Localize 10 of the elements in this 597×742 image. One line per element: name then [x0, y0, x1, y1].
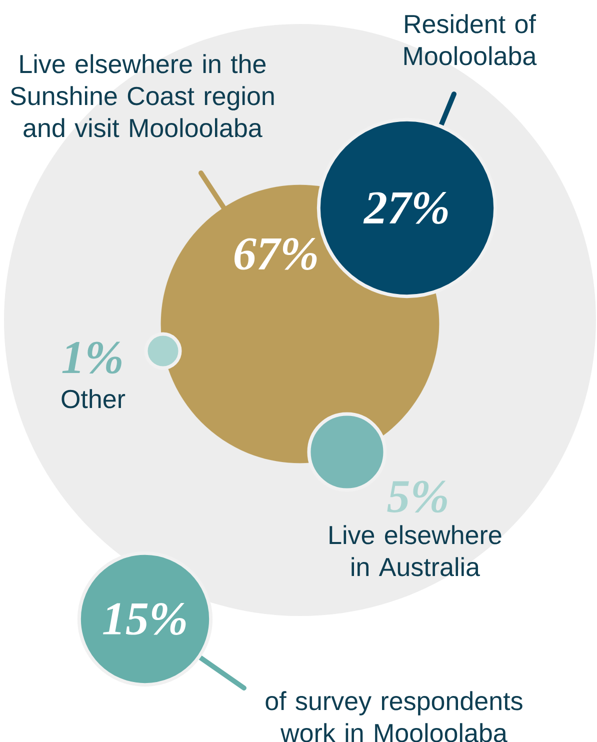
category-label: Resident of Mooloolaba [404, 14, 537, 66]
category-label: Other [62, 389, 126, 408]
data-label: 1% [62, 342, 122, 374]
data-label: 67% [234, 238, 317, 270]
category-label: Live elsewhere in Australia [330, 525, 502, 576]
category-label: of survey respondents work in Mooloolaba [266, 691, 522, 742]
category-label: Live elsewhere in the Sunshine Coast region and visit Mooloolaba [10, 54, 274, 138]
data-label: 15% [103, 603, 186, 635]
data-label: 5% [387, 480, 447, 513]
data-label: 27% [363, 192, 448, 224]
